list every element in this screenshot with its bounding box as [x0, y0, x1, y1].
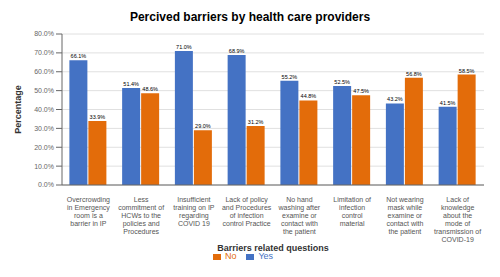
- svg-text:Limitation ofinfectioncontrolm: Limitation ofinfectioncontrolmaterial: [333, 196, 371, 227]
- svg-text:No handwashing afterexamine or: No handwashing afterexamine orcontact wi…: [278, 196, 321, 236]
- svg-text:Insufficienttraining on IPrega: Insufficienttraining on IPregardingCOVID…: [173, 196, 215, 227]
- svg-text:0.0%: 0.0%: [38, 181, 54, 188]
- svg-text:71.0%: 71.0%: [176, 44, 192, 50]
- svg-text:Not wearingmask whileexamine o: Not wearingmask whileexamine orcontact w…: [386, 196, 423, 236]
- svg-text:52.5%: 52.5%: [334, 79, 350, 85]
- svg-text:Lack ofknowledgeabout themode: Lack ofknowledgeabout themode oftransmis…: [434, 196, 481, 243]
- svg-text:47.5%: 47.5%: [353, 88, 369, 94]
- svg-text:70.0%: 70.0%: [34, 49, 54, 56]
- svg-text:44.8%: 44.8%: [301, 93, 317, 99]
- svg-text:80.0%: 80.0%: [34, 30, 54, 37]
- svg-text:10.0%: 10.0%: [34, 163, 54, 170]
- svg-text:29.0%: 29.0%: [195, 123, 211, 129]
- html-text:Percived barriers by health ca: Percived barriers by health care provide…: [129, 10, 371, 24]
- svg-text:48.6%: 48.6%: [142, 86, 158, 92]
- svg-text:20.0%: 20.0%: [34, 144, 54, 151]
- svg-text:33.9%: 33.9%: [90, 114, 106, 120]
- svg-text:31.2%: 31.2%: [248, 119, 264, 125]
- svg-text:58.5%: 58.5%: [459, 68, 475, 74]
- html-text:Yes: Yes: [258, 251, 274, 261]
- html-text:No: No: [224, 251, 237, 261]
- svg-text:60.0%: 60.0%: [34, 68, 54, 75]
- svg-text:Percentage: Percentage: [13, 85, 23, 134]
- svg-text:30.0%: 30.0%: [34, 125, 54, 132]
- svg-text:66.1%: 66.1%: [71, 53, 87, 59]
- svg-text:Overcrowdingin Emergencyroom i: Overcrowdingin Emergencyroom is abarrier…: [67, 196, 110, 227]
- svg-text:55.2%: 55.2%: [282, 74, 298, 80]
- svg-text:51.4%: 51.4%: [123, 81, 139, 87]
- svg-text:Lack of policyand Proceduresof: Lack of policyand Proceduresof infection…: [222, 196, 272, 227]
- svg-text:50.0%: 50.0%: [34, 87, 54, 94]
- svg-text:68.9%: 68.9%: [229, 48, 245, 54]
- svg-text:56.8%: 56.8%: [406, 71, 422, 77]
- svg-text:40.0%: 40.0%: [34, 106, 54, 113]
- svg-text:Barriers related questions: Barriers related questions: [217, 243, 329, 253]
- svg-text:Lesscommitment ofHCWs to thepo: Lesscommitment ofHCWs to thepolicies and…: [118, 196, 164, 235]
- svg-text:41.5%: 41.5%: [440, 100, 456, 106]
- svg-text:43.2%: 43.2%: [387, 96, 403, 102]
